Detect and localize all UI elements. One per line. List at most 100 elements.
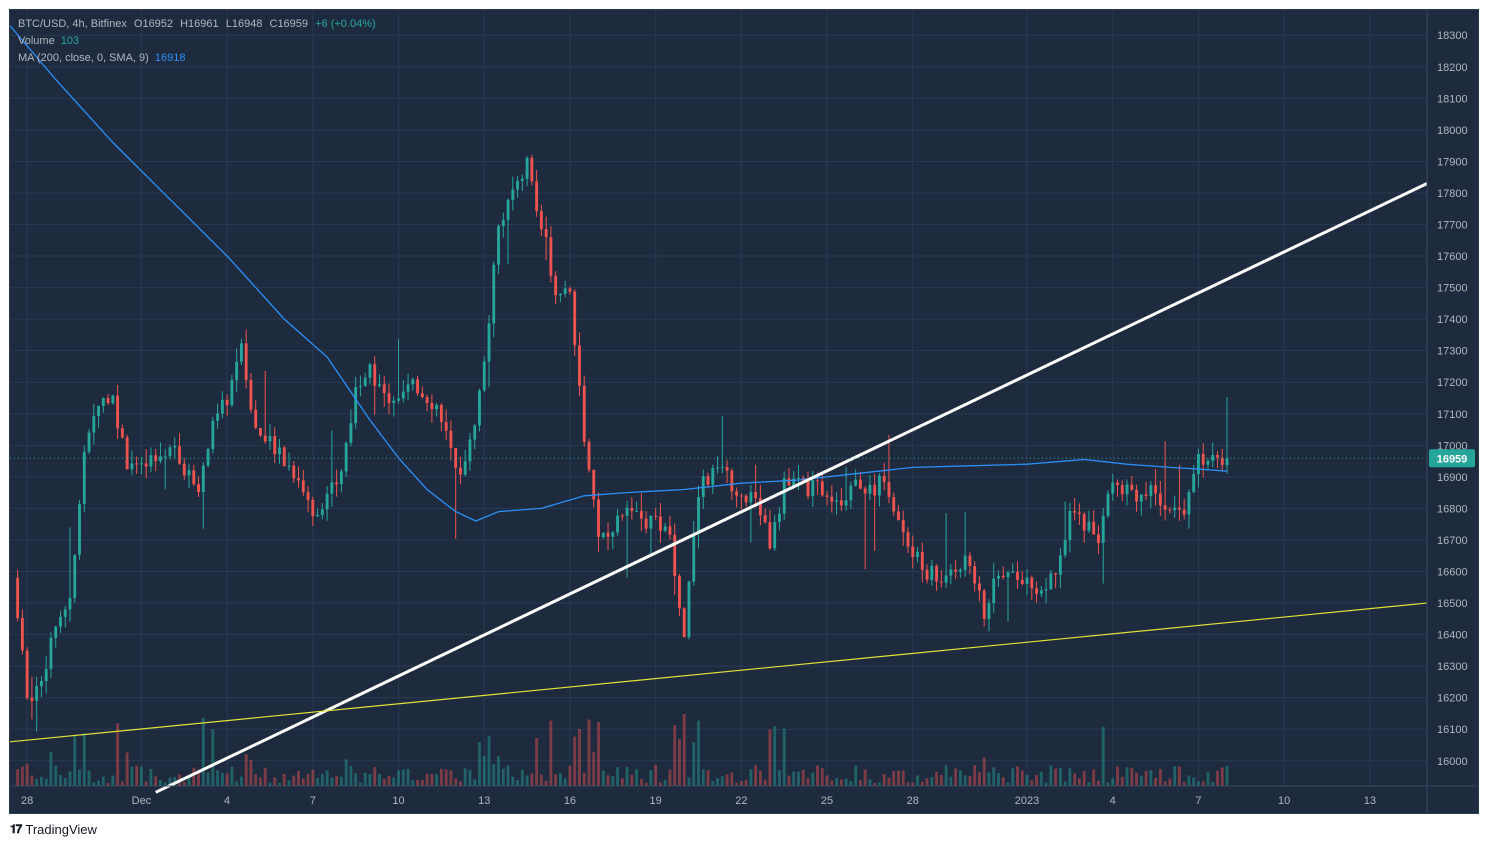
volume-bar — [449, 770, 453, 786]
candle-body — [382, 384, 386, 394]
candle-body — [997, 575, 1000, 579]
volume-bar — [216, 770, 220, 786]
y-tick-label: 16500 — [1437, 598, 1468, 610]
candle-body — [330, 482, 334, 494]
candle-body — [201, 465, 205, 493]
volume-bar — [963, 775, 967, 786]
volume-bar — [416, 779, 420, 786]
x-tick-label: 4 — [1110, 795, 1116, 807]
candle-body — [268, 435, 272, 442]
candle-body — [292, 465, 296, 479]
candle-body — [1030, 577, 1034, 589]
volume-bar — [882, 774, 886, 786]
volume-bar — [192, 767, 196, 786]
volume-bar — [868, 779, 872, 786]
y-tick-label: 16000 — [1437, 756, 1468, 768]
candle-body — [339, 471, 343, 485]
candle-body — [1163, 505, 1167, 510]
close-value: C16959 — [269, 18, 309, 30]
candle-body — [378, 384, 381, 386]
candle-body — [1154, 485, 1158, 494]
candle-body — [1220, 457, 1224, 466]
candle-body — [858, 479, 862, 489]
candle-body — [639, 510, 643, 519]
candle-body — [368, 364, 372, 378]
y-tick-label: 16400 — [1437, 630, 1468, 642]
volume-bar — [1130, 767, 1134, 786]
volume-bar — [78, 769, 81, 786]
legend-symbol-row: BTC/USD, 4h, Bitfinex O16952 H16961 L169… — [18, 16, 376, 33]
x-tick-label: 10 — [392, 795, 404, 807]
volume-bar — [230, 766, 234, 786]
x-tick-label: Dec — [132, 795, 152, 807]
volume-bar — [311, 769, 315, 786]
candle-body — [963, 555, 967, 570]
candle-body — [1106, 493, 1110, 516]
candle-body — [968, 555, 972, 567]
candle-body — [1077, 512, 1081, 515]
candle-body — [806, 480, 810, 497]
volume-bar — [782, 728, 786, 786]
volume-bar — [1187, 775, 1191, 786]
volume-bar — [639, 779, 643, 786]
candle-body — [735, 491, 739, 496]
candle-body — [697, 496, 700, 534]
volume-bar — [354, 773, 358, 786]
candle-body — [54, 626, 58, 638]
candle-body — [359, 386, 362, 388]
volume-bar — [30, 775, 34, 786]
price-chart[interactable]: 16000 16100 16200 16300 16400 16500 16600 16700… — [10, 10, 1478, 813]
volume-bar — [1087, 782, 1091, 786]
candle-body — [354, 387, 358, 424]
candle-body — [459, 467, 462, 475]
candle-body — [30, 697, 34, 701]
volume-bar — [282, 774, 286, 786]
candle-body — [925, 569, 929, 580]
volume-bar — [787, 775, 791, 786]
volume-bar — [1016, 766, 1019, 786]
candle-body — [149, 455, 153, 467]
candle-body — [1197, 454, 1200, 475]
volume-bar — [1063, 781, 1067, 786]
candle-body — [349, 423, 353, 443]
volume-bar — [1001, 777, 1005, 786]
volume-bar — [163, 782, 167, 786]
candle-body — [582, 385, 586, 442]
candle-body — [868, 484, 872, 494]
candle-body — [511, 189, 515, 200]
candle-body — [478, 390, 481, 426]
volume-bar — [511, 776, 515, 786]
trendlines — [10, 182, 1428, 794]
volume-bar — [930, 777, 934, 786]
volume-bar — [439, 768, 443, 786]
volume-bar — [144, 781, 148, 786]
volume-bar — [225, 773, 229, 786]
volume-bar — [406, 768, 410, 786]
volume-bar — [454, 778, 458, 786]
candle-body — [311, 499, 315, 517]
candle-body — [1120, 485, 1124, 495]
volume-bar — [901, 770, 905, 786]
candle-body — [644, 518, 648, 529]
tradingview-logo[interactable]: 𝟏𝟕 TradingView — [10, 822, 97, 837]
volume-bar — [987, 772, 991, 786]
candle-body — [787, 478, 791, 486]
volume-bar — [1216, 770, 1219, 786]
volume-bar — [1020, 770, 1024, 786]
open-value: O16952 — [133, 18, 174, 30]
candle-body — [668, 526, 672, 535]
candle-body — [773, 522, 777, 549]
volume-bar — [711, 781, 715, 786]
volume-bar — [492, 764, 496, 786]
chart-area[interactable]: 16000 16100 16200 16300 16400 16500 16600 16700… — [9, 9, 1479, 814]
candle-body — [82, 451, 86, 504]
candle-body — [220, 399, 224, 414]
candle-body — [563, 288, 567, 294]
volume-bar — [1111, 778, 1115, 786]
candle-body — [1111, 482, 1115, 494]
volume-bar — [897, 770, 900, 786]
candle-body — [187, 470, 191, 476]
candle-body — [1049, 573, 1053, 590]
candle-body — [1211, 454, 1215, 461]
candle-body — [592, 469, 596, 500]
